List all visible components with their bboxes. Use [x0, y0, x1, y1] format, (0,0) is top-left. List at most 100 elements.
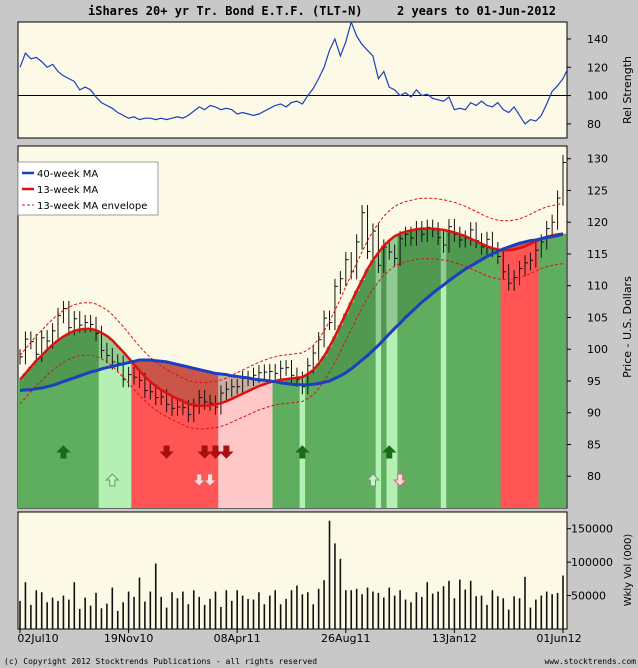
trend-zone	[44, 349, 51, 508]
trend-zone	[55, 340, 62, 508]
trend-zone	[495, 249, 502, 508]
rs-panel	[17, 21, 568, 139]
chart-title: iShares 20+ yr Tr. Bond E.T.F. (TLT-N)	[88, 4, 363, 18]
price-tick-label: 130	[587, 153, 608, 166]
trend-zone	[22, 373, 29, 508]
trend-zone	[191, 368, 197, 508]
trend-zone	[250, 379, 257, 508]
trend-zone	[554, 234, 561, 508]
rs-tick-label: 100	[587, 90, 608, 103]
trend-zone	[299, 377, 306, 508]
trend-zone	[104, 335, 111, 508]
date-tick-label: 13Jan12	[432, 632, 477, 645]
trend-zone	[142, 360, 149, 508]
trend-zone	[125, 358, 132, 508]
rs-line	[19, 22, 567, 125]
trend-zone	[120, 351, 127, 508]
trend-zone	[158, 361, 165, 508]
trend-zone	[364, 269, 371, 508]
date-tick-label: 19Nov10	[104, 632, 153, 645]
price-tick-label: 100	[587, 343, 608, 356]
trend-zone	[153, 360, 159, 508]
trend-zone	[516, 243, 523, 508]
volume-tick-label: 100000	[571, 556, 613, 569]
trend-zone	[115, 346, 121, 508]
trend-zone	[511, 245, 518, 508]
trend-zone	[543, 236, 550, 508]
trend-zone	[435, 229, 442, 508]
trend-zone	[201, 370, 208, 508]
trend-zone	[429, 228, 436, 508]
date-tick-label: 02Jul10	[17, 632, 58, 645]
trend-zone	[381, 245, 388, 508]
volume-label: Wkly Vol (000)	[623, 534, 634, 607]
trend-zone	[560, 233, 567, 508]
trend-zone	[473, 241, 480, 508]
trend-zone	[277, 379, 284, 508]
price-label: Price - U.S. Dollars	[621, 276, 634, 378]
trend-down-arrow-icon	[202, 473, 218, 487]
volume-chart	[19, 520, 564, 629]
trend-zone	[174, 364, 181, 508]
trend-zone	[408, 230, 415, 508]
trend-down-arrow-icon	[159, 445, 174, 459]
trend-zone	[283, 379, 290, 508]
trend-down-arrow-icon	[392, 473, 408, 487]
legend-envelope: 13-week MA envelope	[37, 201, 147, 212]
trend-up-arrow-icon	[56, 445, 71, 459]
ma13-envelope-lower	[19, 258, 564, 430]
trend-zone	[305, 373, 312, 508]
trend-zone	[169, 363, 176, 508]
trend-zone	[185, 367, 192, 508]
legend-ma40: 40-week MA	[37, 169, 98, 180]
ma13-line	[19, 227, 564, 408]
price-tick-label: 110	[587, 280, 608, 293]
trend-zone	[229, 375, 235, 508]
rel-strength-axis: 80 100 120 140	[567, 33, 608, 131]
ma40-line	[19, 232, 564, 392]
trend-zone	[147, 360, 154, 508]
rs-tick-label: 80	[587, 118, 601, 131]
trend-zone	[207, 372, 214, 508]
trend-zone	[212, 373, 219, 508]
trend-zone	[353, 290, 360, 508]
trend-zone	[386, 240, 393, 508]
trend-zone	[326, 346, 333, 508]
trend-up-arrow-icon	[382, 445, 397, 459]
trend-up-arrow-icon	[295, 445, 310, 459]
trend-down-arrow-icon	[219, 445, 234, 459]
price-tick-label: 90	[587, 407, 601, 420]
volume-tick-label: 150000	[571, 523, 613, 536]
rs-tick-label: 140	[587, 33, 608, 46]
trend-zone	[315, 363, 322, 508]
price-tick-label: 85	[587, 438, 601, 451]
date-tick-label: 08Apr11	[214, 632, 261, 645]
trend-zone	[256, 379, 263, 508]
trend-zone	[391, 236, 398, 508]
price-chart	[19, 154, 566, 430]
trend-zone	[245, 377, 252, 508]
volume-panel	[17, 511, 568, 630]
trend-zone	[98, 332, 105, 508]
trend-zone	[343, 313, 350, 508]
trend-zone	[310, 370, 317, 508]
trend-zone	[478, 243, 485, 508]
date-axis: 02Jul10 19Nov10 08Apr11 26Aug11 13Jan12 01Jun…	[17, 629, 582, 645]
trend-zone	[500, 248, 507, 508]
rel-strength-label: Rel Strength	[621, 56, 634, 124]
trend-zone	[457, 234, 464, 508]
trend-zone	[77, 329, 83, 508]
trend-zone	[136, 360, 143, 508]
price-tick-label: 80	[587, 470, 601, 483]
volume-axis: 50000 100000 150000	[567, 523, 613, 603]
trend-zone	[82, 328, 89, 508]
trend-zone	[272, 380, 279, 508]
volume-tick-label: 50000	[571, 590, 606, 603]
trend-zone	[87, 328, 94, 508]
trend-zone	[419, 228, 426, 508]
price-tick-label: 95	[587, 375, 601, 388]
price-tick-label: 115	[587, 248, 608, 261]
trend-zone	[522, 241, 529, 508]
trend-zone	[527, 240, 534, 508]
trend-zone	[402, 231, 409, 508]
